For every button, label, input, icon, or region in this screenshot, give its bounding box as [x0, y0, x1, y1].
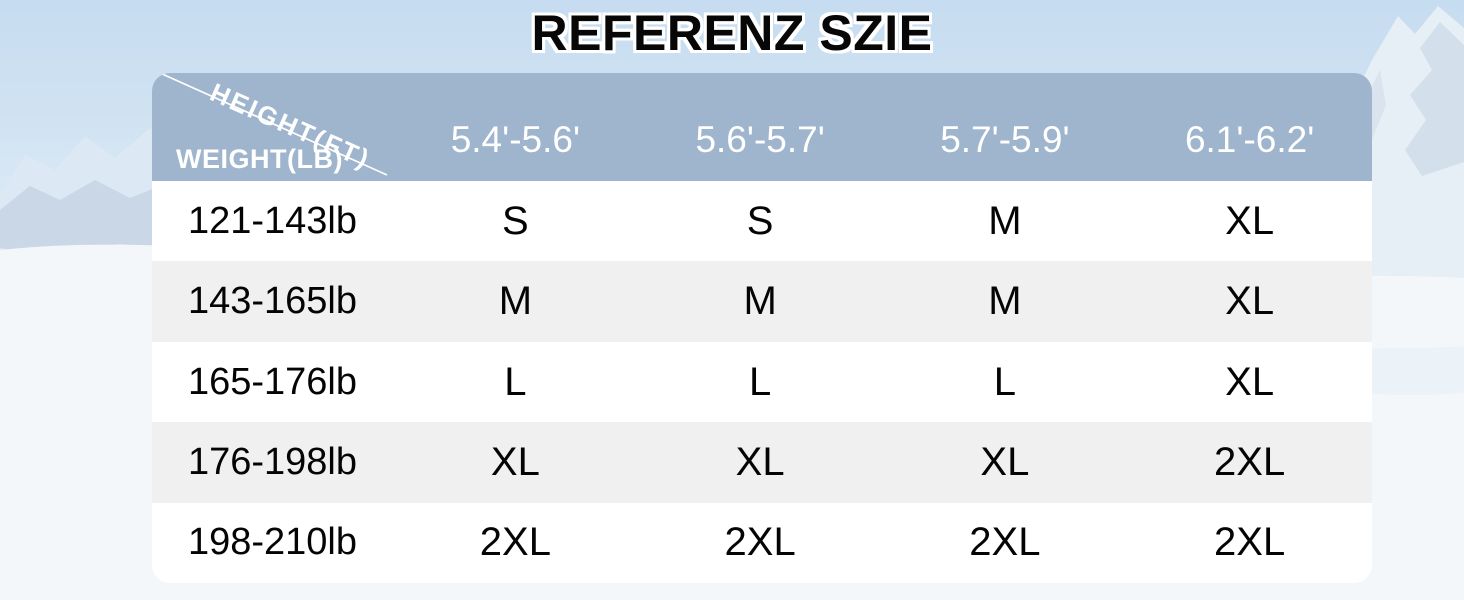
table-row: 198-210lb 2XL 2XL 2XL 2XL — [152, 502, 1372, 583]
size-cell: L — [749, 359, 772, 404]
table-header-row: HEIGHT(FT) WEIGHT(LB) 5.4'-5.6' 5.6'-5.7… — [152, 73, 1372, 181]
column-header-height-1: 5.4'-5.6' — [450, 119, 581, 160]
column-header-height-4: 6.1'-6.2' — [1184, 119, 1315, 160]
size-cell: 2XL — [724, 520, 796, 565]
size-cell: M — [743, 279, 777, 324]
corner-header-cell: HEIGHT(FT) WEIGHT(LB) — [152, 73, 393, 181]
size-cell: XL — [1225, 198, 1275, 243]
weight-range-cell: 198-210lb — [187, 521, 358, 564]
weight-range-cell: 143-165lb — [187, 280, 358, 323]
size-cell: L — [993, 359, 1016, 404]
table-row: 176-198lb XL XL XL 2XL — [152, 422, 1372, 503]
column-header-height-3: 5.7'-5.9' — [940, 119, 1070, 160]
size-cell: XL — [490, 439, 540, 484]
table-row: 165-176lb L L L XL — [152, 341, 1372, 423]
size-cell: M — [498, 279, 533, 324]
table-row: 121-143lb S S M XL — [152, 181, 1372, 262]
weight-axis-label: WEIGHT(LB) — [176, 144, 343, 174]
diagonal-divider-line — [159, 73, 388, 176]
table-row: 143-165lb M M M XL — [152, 261, 1372, 342]
weight-range-cell: 176-198lb — [187, 440, 358, 483]
size-cell: 2XL — [1214, 439, 1286, 484]
page-title: REFERENZ SZIE — [531, 5, 933, 61]
size-cell: 2XL — [969, 520, 1041, 565]
size-cell: 2XL — [1214, 520, 1286, 565]
size-cell: XL — [735, 439, 785, 484]
weight-range-cell: 165-176lb — [187, 360, 358, 403]
size-cell: S — [746, 198, 774, 243]
weight-range-cell: 121-143lb — [187, 199, 358, 242]
size-cell: XL — [1225, 359, 1275, 404]
size-cell: M — [988, 198, 1022, 243]
size-cell: S — [502, 198, 529, 243]
size-reference-table: HEIGHT(FT) WEIGHT(LB) 5.4'-5.6' 5.6'-5.7… — [152, 73, 1372, 583]
size-cell: XL — [1225, 279, 1275, 324]
size-cell: M — [988, 279, 1022, 324]
size-cell: XL — [980, 439, 1030, 484]
size-cell: 2XL — [479, 520, 551, 565]
column-header-height-2: 5.6'-5.7' — [695, 119, 825, 160]
size-cell: L — [504, 359, 527, 404]
